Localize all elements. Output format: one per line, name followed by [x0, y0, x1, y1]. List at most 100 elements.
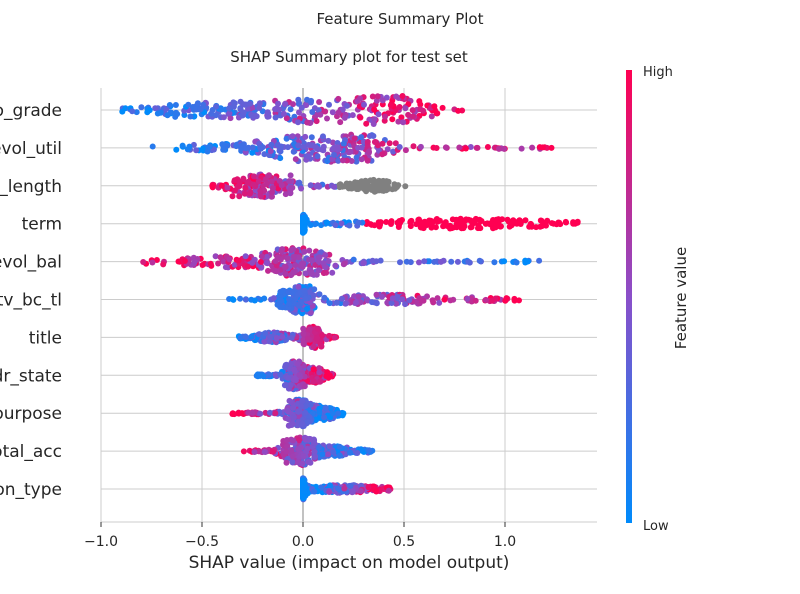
feature-label: dr_state [0, 366, 62, 386]
shap-point [283, 448, 290, 455]
shap-point [406, 297, 413, 304]
shap-point [332, 262, 339, 269]
shap-point [366, 148, 372, 155]
shap-point [207, 143, 213, 150]
shap-point [346, 222, 353, 229]
shap-point [237, 295, 244, 302]
shap-point [288, 422, 295, 428]
shap-point [361, 101, 367, 108]
shap-point [310, 292, 317, 299]
shap-point [257, 187, 264, 194]
shap-point [292, 375, 298, 382]
colorbar-low-label: Low [643, 519, 669, 534]
shap-point [516, 297, 522, 304]
shap-point [358, 156, 365, 163]
shap-point [348, 158, 355, 164]
shap-point [347, 449, 354, 456]
shap-point [465, 216, 472, 223]
shap-point [296, 372, 303, 379]
shap-point [251, 449, 258, 455]
shap-point [358, 134, 365, 141]
shap-point [290, 414, 297, 421]
shap-point [325, 137, 332, 144]
shap-point [341, 114, 348, 121]
shap-point [329, 269, 336, 276]
shap-point [300, 337, 307, 343]
feature-label: title [29, 328, 62, 348]
shap-point [398, 114, 405, 121]
shap-point [310, 366, 317, 373]
shap-point [153, 257, 160, 263]
shap-point [302, 402, 309, 409]
shap-point [315, 146, 322, 153]
shap-point [394, 219, 401, 226]
shap-point [456, 144, 463, 151]
shap-point [301, 488, 308, 495]
shap-point [295, 142, 302, 149]
chart-title: Feature Summary Plot [317, 10, 484, 28]
shap-point [396, 104, 403, 110]
shap-point [287, 172, 294, 179]
colorbar-title: Feature value [672, 247, 690, 349]
shap-point [287, 106, 294, 113]
shap-point [268, 141, 275, 148]
shap-point [241, 190, 248, 197]
shap-point [321, 414, 327, 421]
shap-point [393, 93, 400, 100]
shap-point [320, 260, 327, 267]
shap-point [307, 182, 314, 189]
shap-point [537, 223, 544, 230]
shap-point [267, 409, 273, 416]
shap-point [255, 178, 262, 185]
shap-point [299, 460, 306, 467]
shap-point [383, 219, 390, 225]
shap-point [164, 112, 171, 119]
shap-point [373, 97, 380, 104]
shap-point [290, 437, 297, 444]
feature-label: o_length [0, 177, 62, 197]
shap-point [308, 271, 315, 277]
shap-point [243, 145, 249, 152]
shap-point [325, 258, 332, 265]
shap-point [320, 133, 326, 140]
shap-point [354, 184, 361, 191]
shap-point [129, 108, 136, 115]
shap-point [351, 135, 358, 142]
shap-point [281, 263, 288, 270]
shap-point [405, 111, 412, 118]
shap-point [355, 293, 362, 300]
shap-point [338, 295, 345, 302]
shap-point [284, 437, 290, 443]
shap-point [283, 115, 290, 122]
shap-point [282, 101, 288, 108]
shap-point [457, 221, 464, 228]
shap-point [472, 297, 479, 304]
shap-point [306, 326, 313, 333]
shap-point [266, 172, 272, 179]
shap-point [384, 146, 391, 153]
shap-point [237, 98, 244, 105]
shap-point [194, 100, 201, 107]
shap-point [433, 145, 440, 151]
shap-point [418, 297, 425, 304]
shap-point [245, 263, 251, 270]
shap-point [374, 93, 381, 100]
shap-point [307, 459, 314, 466]
shap-point [300, 453, 307, 459]
shap-point [237, 334, 244, 341]
shap-point [181, 258, 188, 264]
shap-point [336, 443, 343, 450]
shap-point [249, 259, 256, 266]
shap-point [295, 408, 302, 415]
shap-point [300, 325, 307, 332]
shap-point [437, 258, 444, 265]
shap-point [314, 334, 320, 341]
shap-point [462, 145, 469, 152]
shap-point [364, 138, 371, 145]
shap-point [338, 220, 345, 227]
shap-point [303, 102, 310, 108]
shap-point [301, 218, 307, 225]
shap-point [272, 410, 279, 417]
shap-point [476, 257, 483, 264]
shap-point [324, 115, 330, 122]
